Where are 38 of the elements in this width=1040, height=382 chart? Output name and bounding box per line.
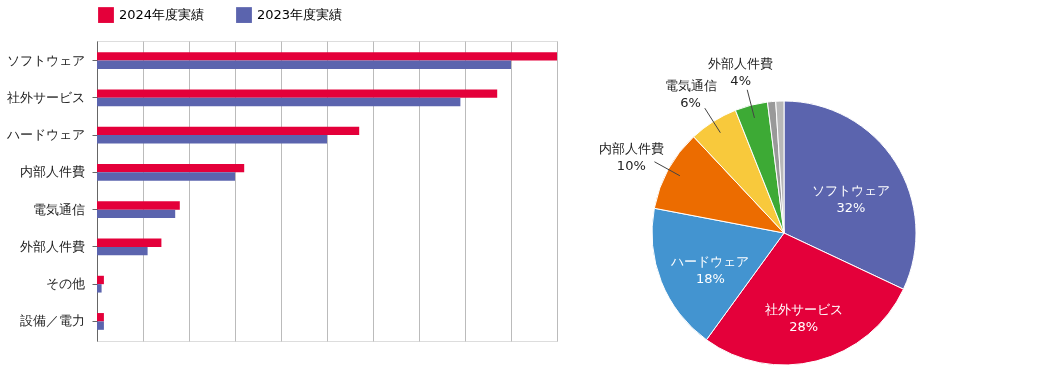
bar bbox=[97, 97, 461, 107]
slice-label: 内部人件費 bbox=[598, 141, 664, 157]
bar bbox=[97, 163, 245, 173]
data-label: 4% bbox=[730, 73, 751, 89]
slice-label: ソフトウェア bbox=[811, 182, 890, 198]
slice-label: 外部人件費 bbox=[708, 56, 774, 72]
bar bbox=[97, 209, 176, 219]
slice-label: 電気通信 bbox=[664, 77, 717, 93]
legend-label: 2023年度実績 bbox=[257, 7, 343, 23]
data-label: 32% bbox=[836, 199, 866, 215]
bar bbox=[97, 201, 180, 210]
y-tick-label: その他 bbox=[45, 276, 85, 292]
y-tick-label: ハードウェア bbox=[5, 127, 85, 143]
slice-label: ハードウェア bbox=[670, 254, 750, 270]
y-tick-label: 設備／電力 bbox=[19, 313, 85, 329]
bar bbox=[97, 126, 360, 136]
bar bbox=[97, 321, 104, 330]
bar bbox=[97, 60, 511, 69]
data-label: 6% bbox=[680, 94, 701, 110]
slice-label: 社外サービス bbox=[764, 301, 843, 317]
bar bbox=[97, 246, 148, 256]
legend-label: 2024年度実績 bbox=[119, 7, 205, 23]
data-label: 10% bbox=[616, 158, 646, 174]
bar bbox=[97, 238, 162, 247]
bar bbox=[97, 284, 102, 293]
y-tick-label: 電気通信 bbox=[32, 201, 85, 217]
bar bbox=[97, 89, 498, 98]
data-label: 18% bbox=[695, 271, 725, 287]
bar bbox=[97, 52, 557, 61]
bar bbox=[97, 135, 327, 144]
bar bbox=[97, 313, 104, 322]
bar bbox=[97, 172, 235, 181]
bar bbox=[97, 275, 104, 285]
y-tick-label: 社外サービス bbox=[6, 89, 85, 105]
y-tick-label: 内部人件費 bbox=[19, 164, 85, 180]
data-label: 28% bbox=[789, 318, 819, 334]
y-tick-label: ソフトウェア bbox=[6, 52, 85, 68]
y-tick-label: 外部人件費 bbox=[19, 238, 85, 254]
